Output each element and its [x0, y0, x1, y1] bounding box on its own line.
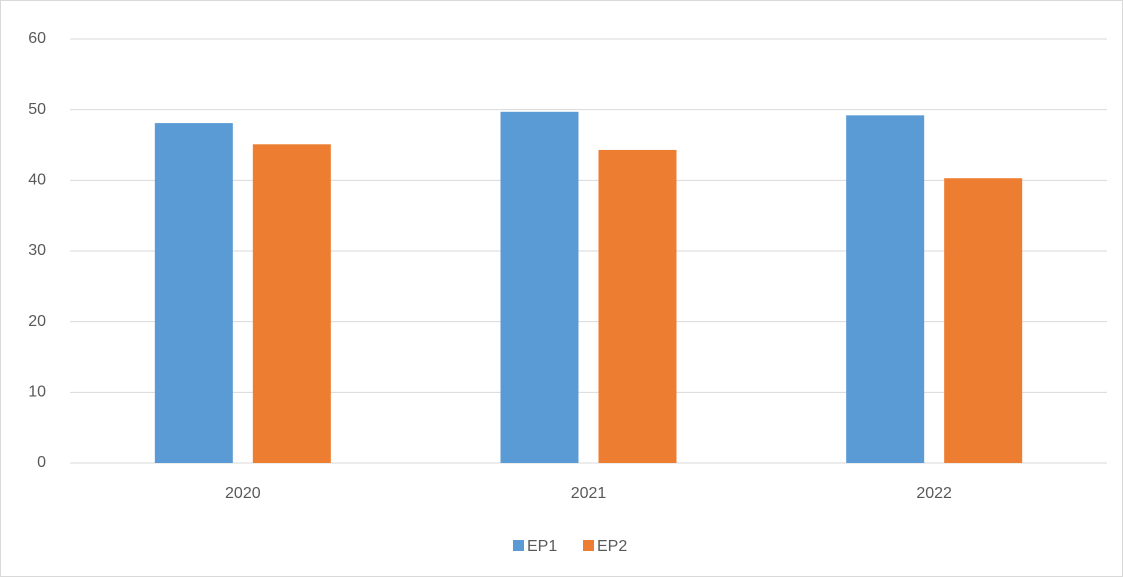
legend-label: EP2	[597, 538, 627, 555]
legend-label: EP1	[527, 538, 557, 555]
y-tick-label: 20	[28, 313, 46, 330]
y-tick-label: 40	[28, 172, 46, 189]
x-tick-label: 2020	[225, 485, 261, 502]
legend-swatch	[583, 540, 594, 551]
y-tick-label: 60	[28, 30, 46, 47]
bar	[846, 115, 925, 463]
x-tick-label: 2022	[916, 485, 952, 502]
bar	[154, 123, 233, 464]
bar	[500, 111, 579, 463]
bar	[944, 178, 1023, 464]
y-tick-label: 10	[28, 384, 46, 401]
bar	[252, 144, 331, 463]
y-tick-label: 50	[28, 101, 46, 118]
y-tick-label: 0	[37, 454, 46, 471]
bar	[598, 149, 677, 464]
y-tick-label: 30	[28, 242, 46, 259]
legend-swatch	[513, 540, 524, 551]
x-tick-label: 2021	[571, 485, 607, 502]
